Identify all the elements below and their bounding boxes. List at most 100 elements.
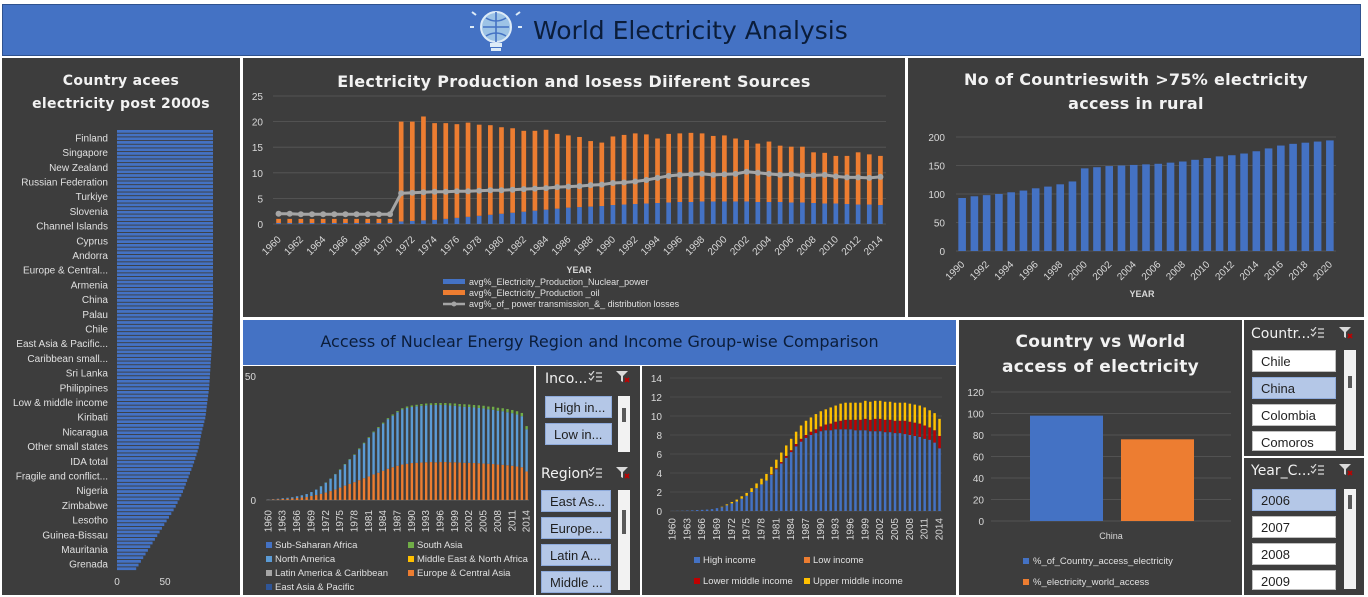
region-bar-south-asia (496, 407, 500, 411)
income-bar-high-income (720, 507, 724, 511)
region-legend-label: Europe & Central Asia (417, 568, 511, 579)
region-bar-north-america (515, 414, 519, 467)
income-x-tick: 1960 (667, 518, 678, 541)
income-bar-lower-middle-income (898, 420, 902, 434)
losses-point (710, 171, 717, 178)
country-slicer-item-comoros[interactable]: Comoros (1252, 431, 1336, 451)
country-slicer-scrollbar[interactable] (1344, 350, 1356, 450)
multi-select-icon[interactable] (588, 371, 602, 383)
income-bar-upper-middle-income (938, 418, 941, 436)
oil-production-bar (499, 127, 504, 214)
region-slicer-scrollbar[interactable] (618, 490, 630, 590)
oil-production-bar (666, 133, 672, 203)
oil-production-bar (677, 133, 683, 202)
region-x-tick: 1966 (292, 510, 303, 533)
rural-x-tick: 2004 (1115, 259, 1139, 283)
country-access-bar (117, 508, 174, 512)
region-bar-europe-central-asia (286, 498, 289, 500)
nuclear-production-bar (354, 222, 359, 224)
production-x-tick: 1970 (372, 234, 396, 258)
losses-point (398, 190, 405, 197)
production-x-tick: 2014 (862, 234, 886, 258)
region-bar-europe-central-asia (511, 465, 514, 500)
rural-bar (995, 194, 1003, 251)
region-bar-north-america (496, 410, 500, 465)
country-access-bar (117, 258, 213, 262)
rural-bar (970, 196, 979, 251)
region-bar-europe-central-asia (386, 468, 390, 500)
rural-bar (1129, 164, 1138, 251)
income-bar-lower-middle-income (893, 420, 897, 434)
losses-point (732, 170, 739, 177)
oil-production-bar (510, 128, 515, 213)
clear-filter-icon[interactable] (616, 467, 630, 479)
country-slicer-item-colombia[interactable]: Colombia (1252, 404, 1336, 426)
year-slicer-item-2009[interactable]: 2009 (1252, 570, 1336, 590)
rural-x-tick: 2016 (1262, 259, 1286, 283)
region-x-tick: 1981 (364, 510, 375, 533)
region-legend-label: North America (275, 554, 336, 565)
year-slicer-item-2008[interactable]: 2008 (1252, 543, 1336, 565)
slicer-divider (1244, 456, 1364, 458)
country-access-bar (117, 265, 213, 269)
country-access-bar (117, 490, 183, 493)
oil-production-bar (287, 218, 293, 223)
region-slicer-item[interactable]: Europe... (541, 517, 611, 539)
oil-production-bar (309, 218, 315, 223)
year-slicer-item-2007[interactable]: 2007 (1252, 516, 1336, 538)
country-label-singapore: Singapore (62, 148, 108, 159)
multi-select-icon[interactable] (588, 467, 602, 479)
region-x-tick: 2002 (464, 510, 475, 533)
region-slicer-item[interactable]: Latin A... (541, 544, 611, 566)
clear-filter-icon[interactable] (1339, 464, 1353, 476)
income-bar-upper-middle-income (775, 459, 778, 469)
country-label-armenia: Armenia (71, 280, 109, 291)
rural-bar (1203, 158, 1212, 251)
rural-x-tick: 2006 (1140, 259, 1164, 283)
country-slicer-item-chile[interactable]: Chile (1252, 350, 1336, 372)
region-bar-south-asia (448, 403, 452, 406)
region-bar-south-asia (424, 403, 428, 406)
income-bar-high-income (809, 435, 813, 511)
income-slicer-item[interactable]: Low in... (545, 423, 612, 445)
income-bar-upper-middle-income (784, 445, 788, 456)
region-bar-north-america (444, 405, 447, 463)
income-bar-lower-middle-income (874, 418, 877, 432)
income-slicer-scrollbar[interactable] (618, 396, 630, 452)
cw-legend-swatch (1023, 579, 1029, 585)
nuclear-production-bar (398, 221, 404, 224)
region-slicer-item[interactable]: East As... (541, 490, 611, 512)
country-access-bar (117, 159, 213, 163)
region-bar-north-america (434, 405, 437, 463)
region-legend-label: Latin America & Caribbean (275, 568, 388, 579)
multi-select-icon[interactable] (1310, 464, 1324, 476)
country-slicer-item-china[interactable]: China (1252, 377, 1336, 399)
country-access-bar (117, 541, 153, 545)
country-access-chart: Finland Singapore New Zealand Russian Feder… (13, 130, 213, 588)
region-bar-south-asia (429, 403, 433, 406)
country-access-x-tick: 50 (159, 577, 171, 588)
region-bar-europe-central-asia (448, 462, 452, 500)
nuclear-title-band: Access of Nuclear Energy Region and Inco… (243, 320, 956, 365)
losses-point (832, 173, 839, 180)
production-x-tick: 1966 (327, 234, 351, 258)
multi-select-icon[interactable] (1310, 327, 1324, 339)
region-bar-south-asia (410, 405, 414, 407)
nuclear-production-bar (777, 201, 783, 224)
region-bar-north-america (453, 405, 457, 463)
income-slicer-item[interactable]: High in... (545, 396, 612, 418)
production-x-tick: 2008 (795, 234, 819, 258)
nuclear-production-bar (822, 203, 828, 224)
region-bar-south-asia (487, 406, 490, 410)
clear-filter-icon[interactable] (1339, 327, 1353, 339)
region-bar-north-america (353, 454, 356, 483)
year-slicer-item-2006[interactable]: 2006 (1252, 489, 1336, 511)
clear-filter-icon[interactable] (616, 371, 630, 383)
losses-point (331, 211, 338, 218)
region-bar-europe-central-asia (300, 497, 304, 500)
region-bar-north-america (463, 406, 466, 463)
cw-y-tick: 20 (973, 496, 985, 507)
year-slicer-scrollbar[interactable] (1344, 489, 1356, 589)
region-slicer-item[interactable]: Middle ... (541, 571, 611, 593)
region-legend-swatch (266, 542, 272, 548)
